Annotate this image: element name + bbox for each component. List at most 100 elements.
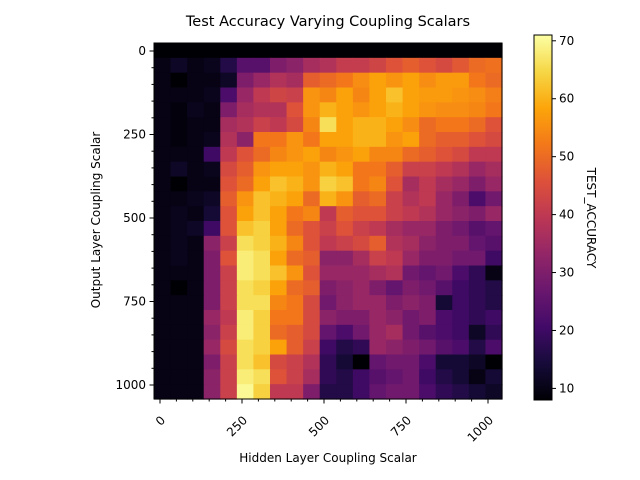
heatmap-cell — [170, 280, 188, 296]
heatmap-cell — [187, 87, 205, 103]
heatmap-cell — [402, 369, 420, 385]
heatmap-cell — [154, 117, 172, 133]
heatmap-cell — [270, 191, 288, 207]
heatmap-cell — [468, 146, 487, 163]
heatmap-cell — [468, 295, 487, 311]
heatmap-cell — [386, 72, 404, 89]
heatmap-cell — [435, 72, 453, 89]
heatmap-cell — [319, 221, 337, 237]
x-tick-label: 1000 — [465, 413, 496, 444]
heatmap-cell — [154, 369, 172, 385]
heatmap-cell — [154, 146, 172, 163]
heatmap-cell — [369, 102, 387, 118]
heatmap-cell — [452, 43, 470, 59]
heatmap-cell — [270, 161, 288, 178]
heatmap-cell — [286, 132, 304, 148]
heatmap-cell — [253, 354, 271, 370]
heatmap-cell — [303, 354, 321, 370]
heatmap-cell — [419, 72, 437, 89]
heatmap-cell — [236, 235, 255, 252]
heatmap-cell — [402, 339, 420, 356]
heatmap-cell — [336, 43, 354, 59]
heatmap-cell — [154, 280, 172, 296]
heatmap-cell — [154, 176, 172, 192]
heatmap-cell — [319, 72, 337, 89]
heatmap-cell — [435, 384, 453, 400]
heatmap-cell — [187, 369, 205, 385]
heatmap-cell — [170, 384, 188, 400]
heatmap-cell — [485, 87, 503, 103]
heatmap-cell — [352, 384, 371, 400]
heatmap-cell — [386, 369, 404, 385]
heatmap-cell — [203, 191, 221, 207]
heatmap-cell — [485, 384, 503, 400]
heatmap-cell — [468, 176, 487, 192]
heatmap-cell — [187, 354, 205, 370]
heatmap-cell — [402, 87, 420, 103]
heatmap-cell — [220, 132, 238, 148]
colorbar — [533, 34, 553, 401]
heatmap-cell — [286, 102, 304, 118]
heatmap-cell — [452, 235, 470, 252]
heatmap-cell — [236, 339, 255, 356]
heatmap-cell — [336, 265, 354, 281]
heatmap-cell — [253, 280, 271, 296]
heatmap-cell — [220, 369, 238, 385]
heatmap-cell — [203, 146, 221, 163]
heatmap-cell — [452, 102, 470, 118]
heatmap-cell — [154, 265, 172, 281]
heatmap-cell — [220, 102, 238, 118]
heatmap-cell — [419, 280, 437, 296]
heatmap-cell — [187, 117, 205, 133]
heatmap-cell — [319, 87, 337, 103]
heatmap-cell — [402, 43, 420, 59]
heatmap-cell — [236, 132, 255, 148]
heatmap-cell — [286, 369, 304, 385]
heatmap-cell — [369, 72, 387, 89]
heatmap-cell — [187, 235, 205, 252]
heatmap-cell — [369, 146, 387, 163]
heatmap-cell — [468, 161, 487, 178]
heatmap-cell — [220, 384, 238, 400]
heatmap-cell — [419, 146, 437, 163]
heatmap-cell — [485, 117, 503, 133]
heatmap-cell — [170, 324, 188, 341]
heatmap-cell — [369, 384, 387, 400]
heatmap-cell — [452, 250, 470, 267]
colorbar-tick-label: 70 — [559, 34, 574, 48]
heatmap-cell — [336, 146, 354, 163]
heatmap-cell — [253, 102, 271, 118]
heatmap-cell — [452, 310, 470, 326]
heatmap-cell — [468, 43, 487, 59]
heatmap-cell — [286, 339, 304, 356]
heatmap-cell — [253, 339, 271, 356]
heatmap-cell — [419, 339, 437, 356]
heatmap-cell — [203, 102, 221, 118]
heatmap-cell — [270, 117, 288, 133]
heatmap-cell — [319, 146, 337, 163]
heatmap-cell — [402, 206, 420, 222]
heatmap-cell — [203, 339, 221, 356]
heatmap-cell — [187, 102, 205, 118]
heatmap-cell — [319, 57, 337, 74]
heatmap-cell — [352, 132, 371, 148]
heatmap-cell — [253, 221, 271, 237]
heatmap-cell — [336, 57, 354, 74]
y-tick-label: 0 — [138, 44, 146, 58]
heatmap-cell — [435, 280, 453, 296]
heatmap-cell — [419, 295, 437, 311]
heatmap-cell — [452, 206, 470, 222]
heatmap-cell — [386, 87, 404, 103]
heatmap-cell — [170, 250, 188, 267]
heatmap-cell — [468, 310, 487, 326]
heatmap-cell — [468, 57, 487, 74]
heatmap-cell — [386, 250, 404, 267]
heatmap-cell — [386, 295, 404, 311]
heatmap-cell — [154, 221, 172, 237]
heatmap-cell — [203, 87, 221, 103]
heatmap-cell — [170, 295, 188, 311]
axes: 0 250 500 750 1000 0 250 500 750 1000 — [115, 44, 496, 445]
heatmap-cell — [286, 43, 304, 59]
heatmap-cell — [352, 206, 371, 222]
heatmap-cell — [203, 43, 221, 59]
